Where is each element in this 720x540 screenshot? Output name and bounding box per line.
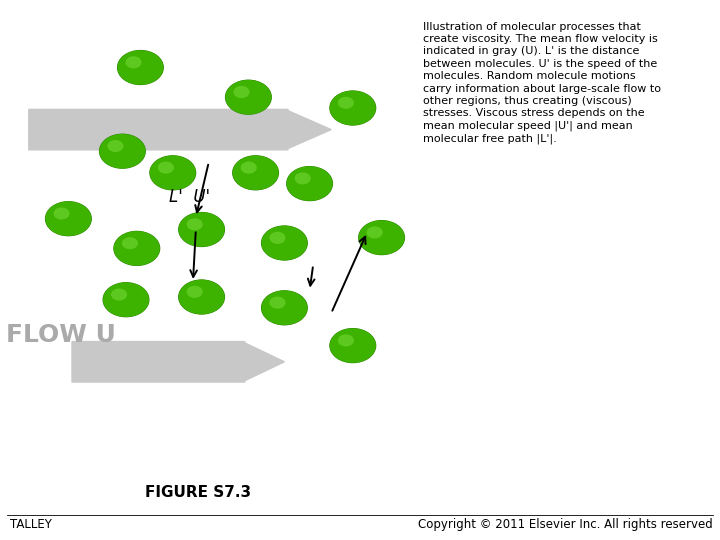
Circle shape — [122, 237, 138, 249]
Text: Illustration of molecular processes that
create viscosity. The mean flow velocit: Illustration of molecular processes that… — [423, 22, 661, 144]
Circle shape — [233, 156, 279, 190]
Circle shape — [149, 155, 197, 191]
Circle shape — [150, 156, 196, 190]
Circle shape — [114, 231, 160, 266]
Circle shape — [99, 133, 146, 169]
Circle shape — [330, 328, 376, 363]
Circle shape — [269, 232, 286, 244]
Circle shape — [113, 231, 161, 266]
Circle shape — [338, 97, 354, 109]
Circle shape — [45, 201, 92, 237]
Circle shape — [287, 166, 333, 201]
Circle shape — [294, 172, 311, 185]
Text: FLOW U: FLOW U — [6, 323, 116, 347]
Circle shape — [186, 286, 203, 298]
Text: FIGURE S7.3: FIGURE S7.3 — [145, 485, 251, 500]
Circle shape — [158, 161, 174, 174]
Circle shape — [178, 212, 225, 247]
Circle shape — [117, 50, 164, 85]
Circle shape — [125, 56, 142, 69]
Circle shape — [261, 291, 307, 325]
Circle shape — [186, 218, 203, 231]
Circle shape — [329, 90, 377, 126]
Circle shape — [269, 296, 286, 309]
Circle shape — [286, 166, 333, 201]
Circle shape — [225, 80, 271, 114]
Circle shape — [179, 212, 225, 247]
Polygon shape — [72, 342, 284, 382]
Circle shape — [330, 91, 376, 125]
Circle shape — [358, 220, 405, 255]
Text: L'  U': L' U' — [169, 188, 210, 206]
Circle shape — [329, 328, 377, 363]
Text: Copyright © 2011 Elsevier Inc. All rights reserved: Copyright © 2011 Elsevier Inc. All right… — [418, 518, 712, 531]
Circle shape — [111, 288, 127, 301]
Circle shape — [338, 334, 354, 347]
Circle shape — [261, 226, 307, 260]
Circle shape — [45, 201, 91, 236]
Circle shape — [103, 282, 149, 317]
Circle shape — [359, 220, 405, 255]
Circle shape — [102, 282, 150, 318]
Circle shape — [99, 134, 145, 168]
Circle shape — [53, 207, 70, 220]
Circle shape — [261, 290, 308, 326]
Polygon shape — [29, 109, 331, 150]
Circle shape — [178, 279, 225, 315]
Circle shape — [179, 280, 225, 314]
Circle shape — [240, 161, 257, 174]
Circle shape — [233, 86, 250, 98]
Circle shape — [117, 50, 163, 85]
Text: TALLEY: TALLEY — [10, 518, 52, 531]
Circle shape — [261, 225, 308, 261]
Circle shape — [232, 155, 279, 191]
Circle shape — [366, 226, 383, 239]
Circle shape — [107, 140, 124, 152]
Circle shape — [225, 79, 272, 115]
